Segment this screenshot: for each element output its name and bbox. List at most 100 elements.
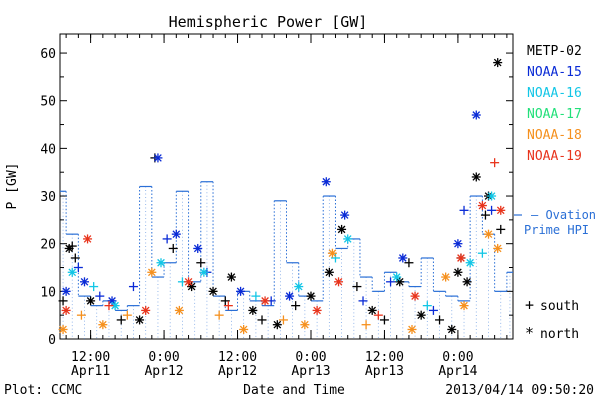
data-point-metp-02 bbox=[248, 305, 258, 315]
data-point-noaa-18 bbox=[174, 305, 184, 315]
data-point-metp-02 bbox=[379, 315, 389, 325]
data-point-noaa-16 bbox=[251, 291, 261, 301]
x-tick-label-time: 0:00 bbox=[442, 350, 473, 365]
marker-stroke bbox=[454, 268, 462, 277]
data-point-metp-02 bbox=[272, 320, 282, 330]
data-point-metp-02 bbox=[367, 305, 377, 315]
marker-stroke bbox=[411, 292, 419, 300]
data-point-noaa-19 bbox=[83, 234, 93, 244]
marker-stroke bbox=[236, 287, 245, 296]
footer-timestamp: 2013/04/14 09:50:20 bbox=[445, 383, 594, 398]
marker-stroke bbox=[328, 249, 337, 258]
marker-stroke bbox=[83, 235, 92, 243]
marker-stroke bbox=[472, 173, 481, 181]
data-point-noaa-19 bbox=[456, 253, 466, 263]
data-point-metp-02 bbox=[496, 224, 506, 234]
data-point-noaa-15 bbox=[153, 153, 163, 163]
data-point-noaa-18 bbox=[300, 320, 310, 330]
data-point-noaa-19 bbox=[104, 301, 114, 311]
data-point-noaa-18 bbox=[407, 324, 417, 334]
legend-marker-symbol: * bbox=[525, 324, 534, 342]
marker-stroke bbox=[294, 282, 303, 291]
marker-stroke bbox=[200, 268, 208, 277]
y-tick-label: 0 bbox=[48, 333, 56, 348]
marker-stroke bbox=[472, 111, 481, 119]
data-point-metp-02 bbox=[416, 310, 426, 320]
legend-marker-label: south bbox=[540, 299, 579, 314]
data-point-noaa-19 bbox=[477, 201, 487, 211]
data-point-noaa-19 bbox=[223, 301, 233, 311]
marker-stroke bbox=[340, 211, 349, 219]
marker-stroke bbox=[157, 258, 165, 267]
x-tick-label-date: Apr14 bbox=[438, 364, 477, 379]
data-point-metp-02 bbox=[435, 315, 445, 325]
data-point-metp-02 bbox=[226, 272, 236, 282]
x-ticks: 12:00Apr110:00Apr1212:00Apr120:00Apr1312… bbox=[65, 34, 508, 379]
legend-entry: NOAA-17 bbox=[527, 107, 582, 122]
marker-stroke bbox=[68, 268, 77, 277]
data-point-noaa-16 bbox=[156, 258, 166, 268]
marker-stroke bbox=[334, 277, 343, 286]
x-tick-label-time: 0:00 bbox=[295, 350, 326, 365]
data-point-noaa-15 bbox=[459, 205, 469, 215]
marker-stroke bbox=[408, 325, 416, 334]
marker-stroke bbox=[99, 320, 107, 329]
legend-entry: METP-02 bbox=[527, 44, 582, 59]
marker-stroke bbox=[484, 230, 493, 238]
marker-stroke bbox=[193, 244, 202, 253]
marker-stroke bbox=[62, 287, 70, 296]
data-point-noaa-18 bbox=[484, 229, 494, 239]
data-point-metp-02 bbox=[196, 258, 206, 268]
data-point-noaa-15 bbox=[428, 305, 438, 315]
marker-stroke bbox=[463, 277, 471, 286]
y-tick-label: 30 bbox=[40, 190, 56, 205]
marker-stroke bbox=[285, 292, 294, 300]
data-point-metp-02 bbox=[70, 253, 80, 263]
marker-stroke bbox=[141, 306, 150, 315]
legend-marker-symbol: + bbox=[525, 296, 534, 314]
data-point-metp-02 bbox=[168, 243, 178, 253]
data-point-noaa-16 bbox=[477, 248, 487, 258]
data-point-metp-02 bbox=[404, 258, 414, 268]
data-point-noaa-18 bbox=[327, 248, 337, 258]
marker-stroke bbox=[343, 235, 352, 243]
marker-stroke bbox=[493, 244, 502, 253]
marker-stroke bbox=[466, 258, 474, 267]
x-tick-label-date: Apr13 bbox=[365, 364, 404, 379]
data-point-noaa-15 bbox=[128, 282, 138, 292]
data-point-noaa-19 bbox=[410, 291, 420, 301]
data-point-noaa-15 bbox=[398, 253, 408, 263]
legend-ovation-label: — Ovation bbox=[531, 208, 596, 222]
data-point-noaa-15 bbox=[107, 296, 117, 306]
data-point-noaa-18 bbox=[278, 315, 288, 325]
marker-stroke bbox=[322, 177, 331, 186]
marker-stroke bbox=[487, 192, 496, 200]
data-point-noaa-18 bbox=[493, 243, 503, 253]
data-point-noaa-18 bbox=[98, 320, 108, 330]
marker-stroke bbox=[187, 282, 196, 291]
data-point-noaa-16 bbox=[110, 301, 120, 311]
data-point-noaa-19 bbox=[490, 158, 500, 168]
data-point-noaa-18 bbox=[441, 272, 451, 282]
data-point-metp-02 bbox=[480, 210, 490, 220]
data-point-noaa-15 bbox=[95, 291, 105, 301]
data-point-noaa-19 bbox=[61, 305, 71, 315]
chart-title: Hemispheric Power [GW] bbox=[169, 13, 368, 31]
data-point-noaa-18 bbox=[122, 310, 132, 320]
y-tick-label: 10 bbox=[40, 285, 56, 300]
x-tick-label-time: 0:00 bbox=[148, 350, 179, 365]
marker-stroke bbox=[86, 297, 95, 305]
data-point-noaa-19 bbox=[184, 277, 194, 287]
data-point-noaa-19 bbox=[260, 296, 270, 306]
marker-stroke bbox=[325, 268, 334, 277]
data-point-metp-02 bbox=[135, 315, 145, 325]
marker-stroke bbox=[111, 301, 119, 310]
marker-stroke bbox=[261, 297, 269, 305]
marker-stroke bbox=[454, 239, 462, 248]
data-point-noaa-15 bbox=[73, 263, 83, 273]
marker-stroke bbox=[147, 268, 156, 277]
marker-stroke bbox=[239, 325, 248, 334]
x-tick-label-date: Apr11 bbox=[71, 364, 110, 379]
data-point-noaa-19 bbox=[373, 310, 383, 320]
data-point-noaa-18 bbox=[459, 301, 469, 311]
